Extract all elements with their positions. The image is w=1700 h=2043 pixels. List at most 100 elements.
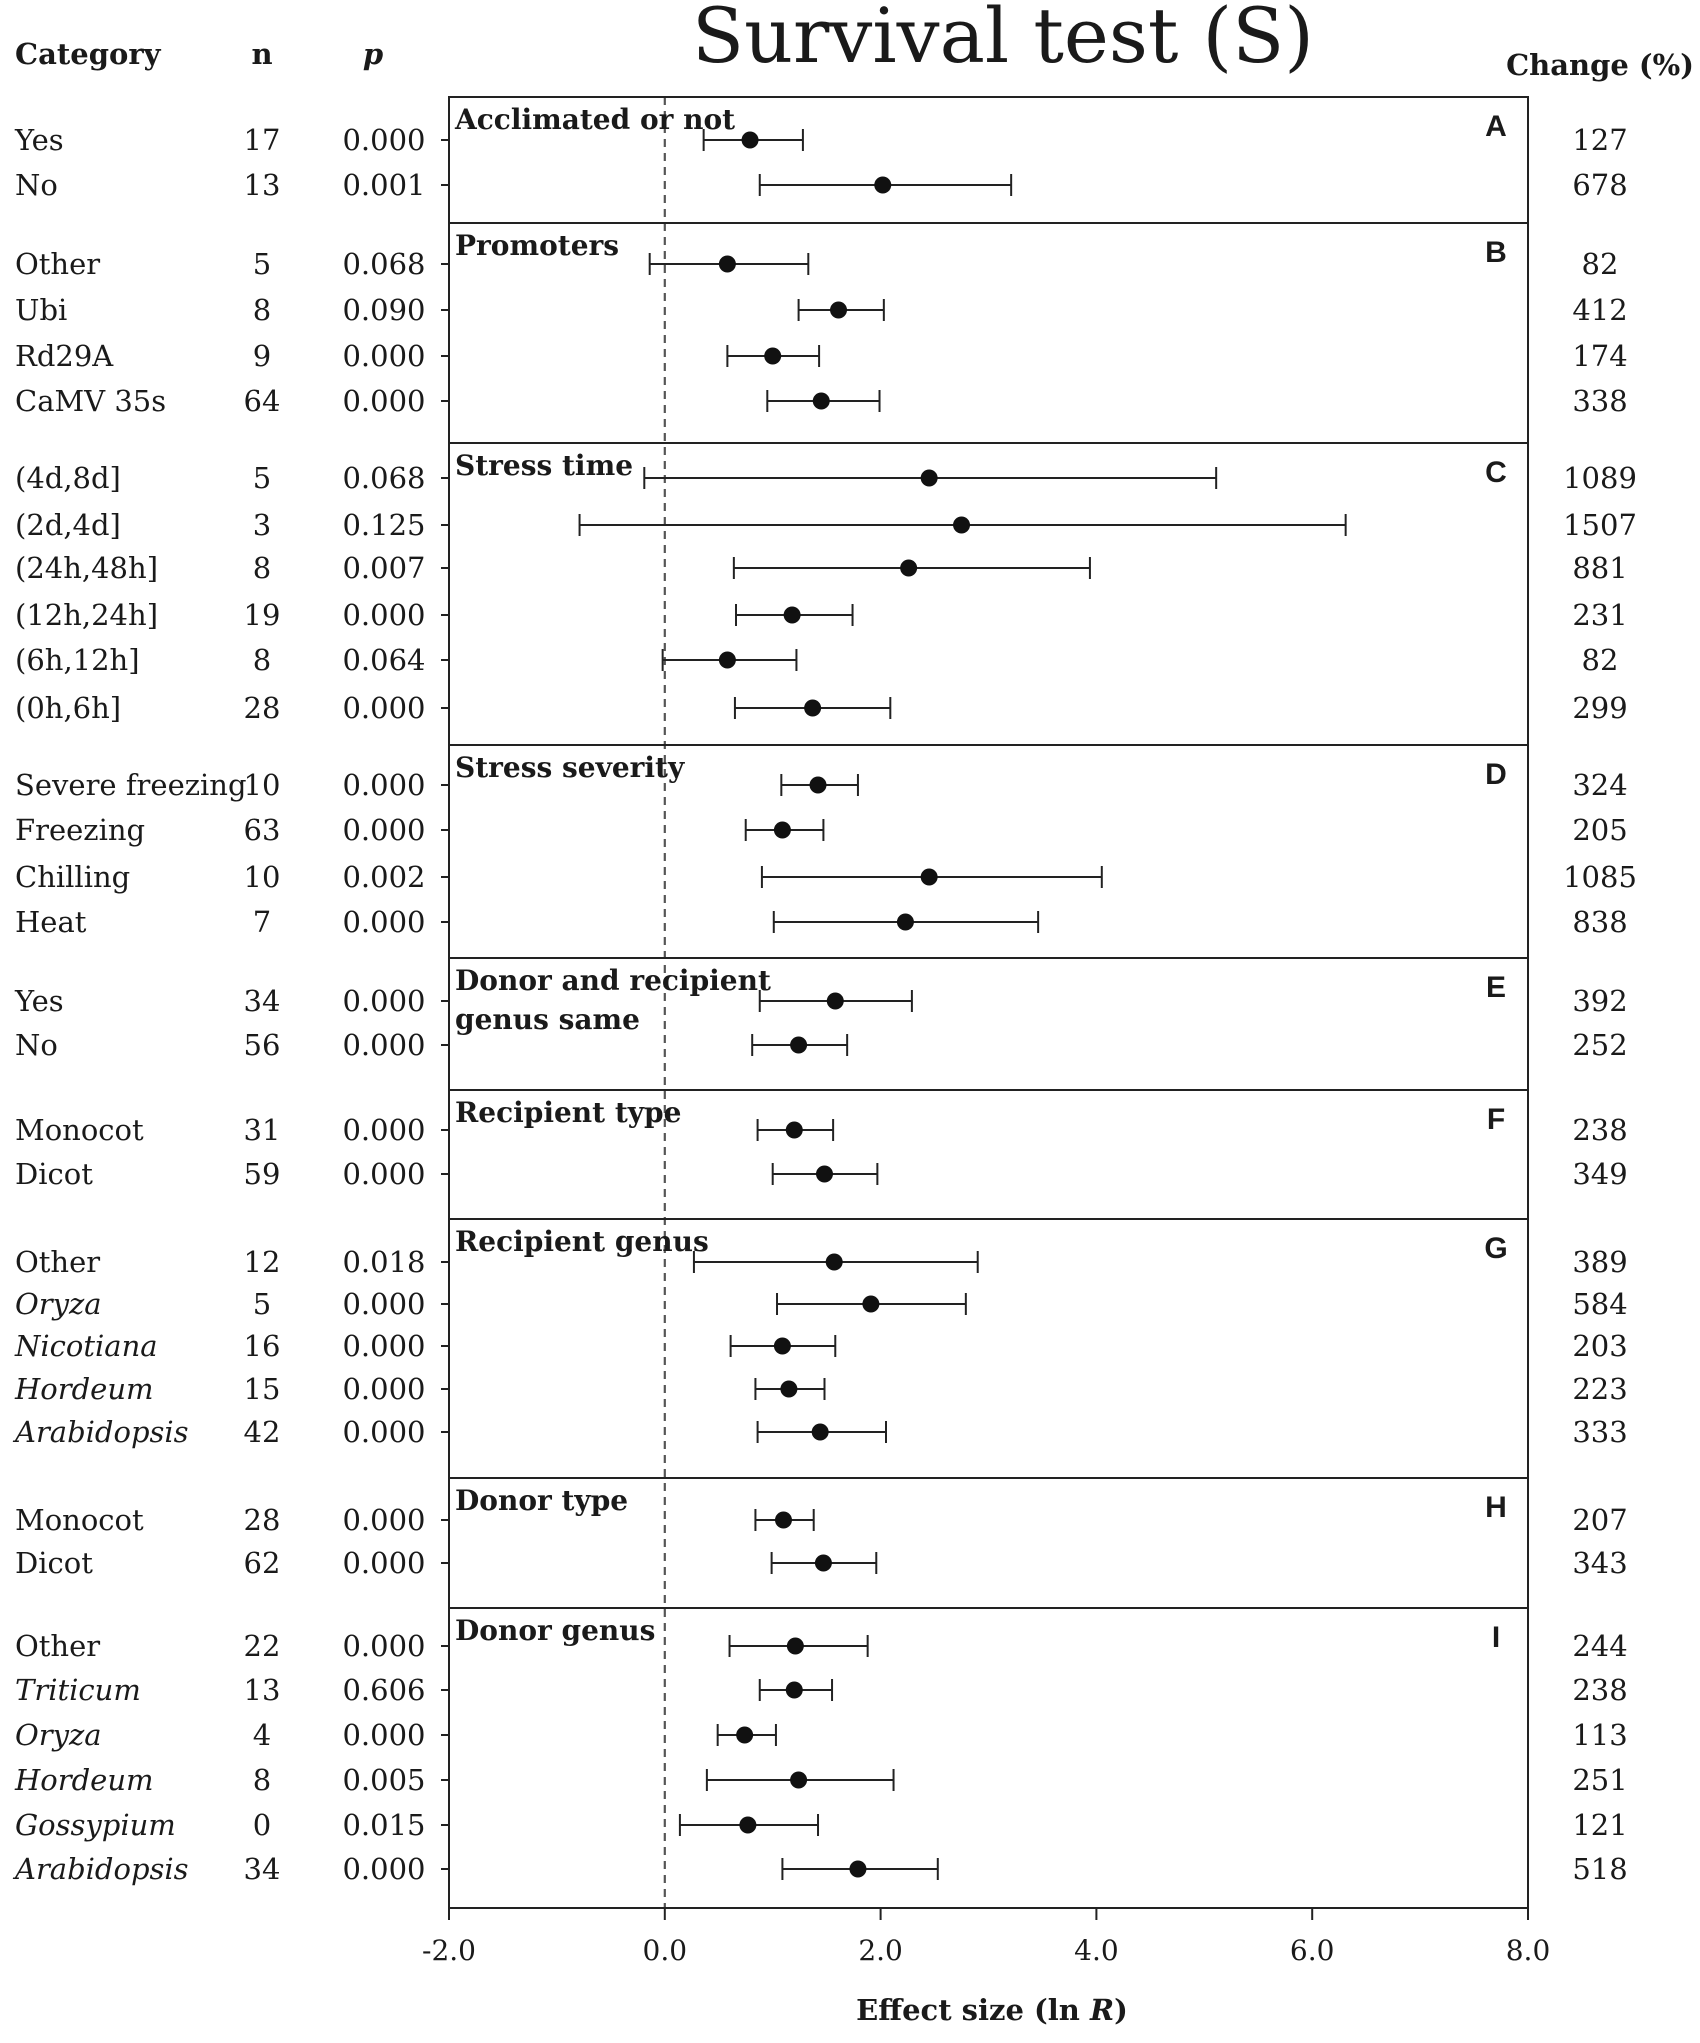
row-p: 0.000 <box>342 1157 425 1191</box>
row-label: Hordeum <box>14 1763 154 1797</box>
row-label: Monocot <box>15 1113 144 1147</box>
effect-point <box>814 1554 832 1572</box>
panel-letter: I <box>1492 1621 1500 1654</box>
row-n: 22 <box>244 1629 281 1663</box>
row-change: 1507 <box>1563 508 1637 542</box>
row-p: 0.000 <box>342 1718 425 1752</box>
row-label: Severe freezing <box>15 768 247 802</box>
panel-letter: D <box>1485 758 1507 791</box>
row-p: 0.000 <box>342 1852 425 1886</box>
effect-point <box>790 1036 808 1054</box>
row-p: 0.000 <box>342 905 425 939</box>
effect-point <box>809 776 827 794</box>
row-change: 252 <box>1572 1028 1627 1062</box>
panel-letter: F <box>1487 1103 1505 1136</box>
row-change: 205 <box>1572 813 1627 847</box>
row-change: 207 <box>1572 1503 1627 1537</box>
x-tick-label: 0.0 <box>643 1934 688 1967</box>
row-change: 324 <box>1572 768 1627 802</box>
row-label: Ubi <box>15 293 67 327</box>
row-change: 333 <box>1572 1415 1627 1449</box>
effect-point <box>830 301 848 319</box>
row-change: 412 <box>1572 293 1627 327</box>
row-label: No <box>15 1028 58 1062</box>
panel-letter: G <box>1484 1232 1507 1265</box>
row-change: 338 <box>1572 384 1627 418</box>
row-label: Arabidopsis <box>12 1415 189 1449</box>
effect-point <box>764 347 782 365</box>
row-label: Heat <box>15 905 87 939</box>
effect-point <box>804 699 822 717</box>
row-n: 12 <box>244 1245 281 1279</box>
row-label: Other <box>15 1245 100 1279</box>
row-n: 42 <box>244 1415 281 1449</box>
panel-b: Promoters B Other 5 0.068 82 Ubi 8 0.090 412 Rd29A… <box>15 222 1628 444</box>
row-change: 584 <box>1572 1287 1627 1321</box>
panel-letter: C <box>1485 456 1507 489</box>
effect-point <box>862 1295 880 1313</box>
panel-e: Donor and recipient genus same E Yes 34 0.000… <box>14 957 1628 1091</box>
row-label: Hordeum <box>14 1372 154 1406</box>
row-p: 0.000 <box>342 813 425 847</box>
row-n: 34 <box>244 984 281 1018</box>
row-p: 0.000 <box>342 1113 425 1147</box>
row-p: 0.000 <box>342 1028 425 1062</box>
panel-c: Stress time C (4d,8d] 5 0.068 1089 (2d,4d] 3 0.1… <box>15 442 1637 746</box>
row-change: 251 <box>1572 1763 1627 1797</box>
header-p: p <box>363 37 383 71</box>
effect-point <box>783 606 801 624</box>
row-n: 0 <box>253 1808 271 1842</box>
panel-f: Recipient type F Monocot 31 0.000 238 Dicot 59 0… <box>15 1089 1628 1220</box>
row-change: 518 <box>1572 1852 1627 1886</box>
row-change: 349 <box>1572 1157 1627 1191</box>
row-label: Other <box>15 247 100 281</box>
row-label: No <box>15 168 58 202</box>
row-change: 1089 <box>1563 461 1637 495</box>
effect-point <box>739 1816 757 1834</box>
chart-title: Survival test (S) <box>692 0 1314 80</box>
panel-letter: B <box>1485 236 1507 269</box>
row-n: 10 <box>244 860 281 894</box>
x-axis-label-suffix: ) <box>1114 1993 1128 2027</box>
row-change: 1085 <box>1563 860 1637 894</box>
row-label: Triticum <box>15 1673 141 1707</box>
effect-point <box>774 1511 792 1529</box>
row-n: 8 <box>253 1763 271 1797</box>
row-n: 19 <box>244 598 281 632</box>
effect-point <box>773 821 791 839</box>
panel-title: Stress severity <box>455 751 685 784</box>
row-label: Yes <box>14 984 64 1018</box>
row-n: 59 <box>244 1157 281 1191</box>
row-p: 0.125 <box>342 508 425 542</box>
row-change: 238 <box>1572 1673 1627 1707</box>
row-n: 4 <box>253 1718 271 1752</box>
effect-point <box>785 1681 803 1699</box>
effect-point <box>826 992 844 1010</box>
x-tick-label: 2.0 <box>858 1934 903 1967</box>
x-tick-label: 6.0 <box>1290 1934 1335 1967</box>
effect-point <box>718 651 736 669</box>
row-change: 203 <box>1572 1329 1627 1363</box>
row-p: 0.000 <box>342 384 425 418</box>
row-n: 13 <box>244 168 281 202</box>
row-p: 0.000 <box>342 598 425 632</box>
effect-point <box>811 1423 829 1441</box>
effect-point <box>812 392 830 410</box>
row-p: 0.090 <box>342 293 425 327</box>
row-p: 0.000 <box>342 1629 425 1663</box>
row-p: 0.000 <box>342 984 425 1018</box>
x-axis-label-var: R <box>1089 1993 1114 2027</box>
panel-d: Stress severity D Severe freezing 10 0.000 32… <box>15 744 1637 959</box>
row-p: 0.000 <box>342 1372 425 1406</box>
x-axis-label: Effect size (ln R) <box>856 1993 1128 2027</box>
row-change: 231 <box>1572 598 1627 632</box>
row-p: 0.007 <box>342 551 425 585</box>
panel-h: Donor type H Monocot 28 0.000 207 Dicot 62 0.000… <box>15 1477 1628 1609</box>
row-n: 63 <box>244 813 281 847</box>
row-n: 28 <box>244 691 281 725</box>
effect-point <box>849 1860 867 1878</box>
row-n: 3 <box>253 508 271 542</box>
panel-title: Acclimated or not <box>454 103 735 136</box>
effect-point <box>790 1771 808 1789</box>
